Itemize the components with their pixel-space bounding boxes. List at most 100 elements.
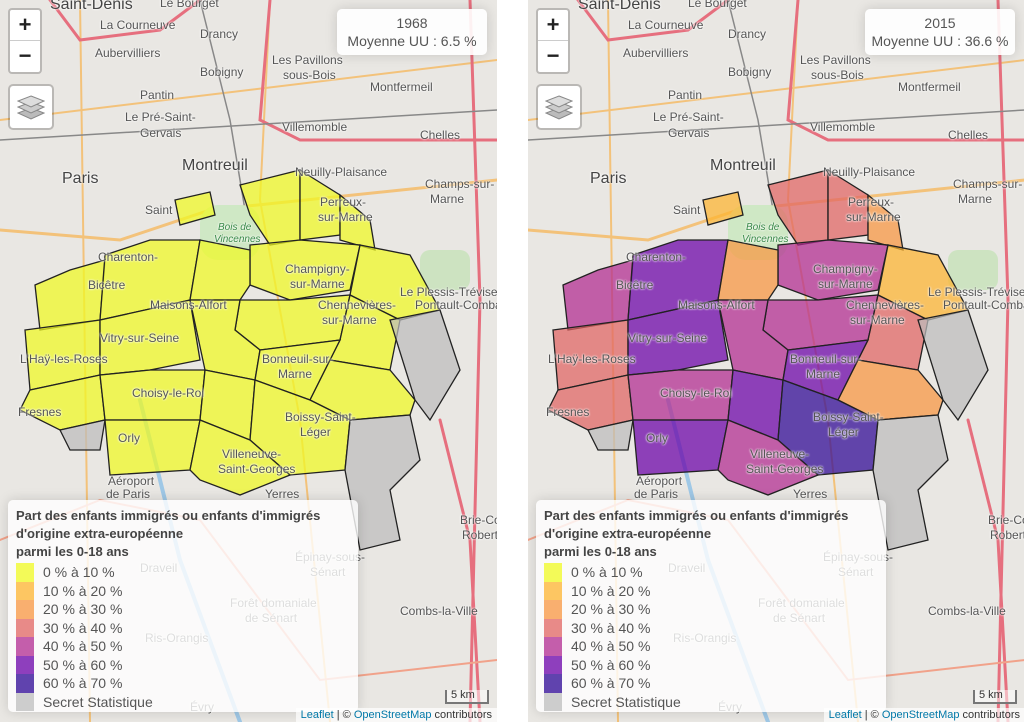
legend-title-line: d'origine extra-européenne [544,526,712,541]
zoom-in-button[interactable]: + [10,10,40,41]
place-label: Brie-Comte [988,513,1024,527]
place-label: Choisy-le-Roi [660,386,733,400]
osm-link[interactable]: OpenStreetMap [353,709,432,721]
year-label: 2015 [924,15,956,31]
legend-swatch [544,581,562,600]
place-label: Le Plessis-Trévise [928,285,1024,299]
place-label: Villeneuve- [222,447,282,461]
place-label: Chennevières- [318,298,397,312]
commune-polygon[interactable] [104,419,201,476]
legend-item: 50 % à 60 % [544,655,878,674]
leaflet-link[interactable]: Leaflet [300,709,334,721]
map-panel-2015[interactable]: La Courneuve Drancy Aubervilliers Les Pavil… [528,0,1024,722]
place-label: Bois de [746,222,780,233]
legend-item-label: 10 % à 20 % [571,582,651,599]
commune-polygon[interactable] [627,299,729,376]
commune-polygon[interactable] [189,419,292,496]
place-label: Saint-Denis [578,0,661,13]
place-label: Bonneuil-sur- [262,352,334,366]
legend-swatch [544,637,562,656]
place-label: Vincennes [742,234,789,245]
layers-button[interactable] [8,84,54,130]
commune-polygon[interactable] [717,419,820,496]
legend-title: Part des enfants immigrés ou enfants d'i… [544,507,878,561]
place-label: Pantin [140,88,175,102]
map-panel-1968[interactable]: La Courneuve Drancy Aubervilliers Les Pavil… [0,0,497,722]
place-label: Robert [990,528,1024,542]
legend-item-label: 0 % à 10 % [43,564,115,581]
place-label: sous-Bois [811,68,864,82]
commune-polygon[interactable] [99,299,201,376]
basemap [528,0,1024,722]
place-label: Saint [673,203,701,217]
place-label: Fresnes [18,405,62,419]
place-label: Bobigny [728,65,772,79]
legend-swatch [16,600,34,619]
place-label: Montfermeil [370,80,433,94]
legend-swatch [544,674,562,693]
place-label: Neuilly-Plaisance [823,165,916,179]
layers-icon [17,95,45,120]
place-label: Yerres [265,487,300,501]
commune-polygon[interactable] [702,191,744,226]
place-label: Neuilly-Plaisance [295,165,388,179]
commune-polygon[interactable] [34,259,106,331]
place-label: Pontault-Combault [943,298,1024,312]
legend-item-label: 40 % à 50 % [43,638,123,655]
place-label: La Courneuve [628,18,704,32]
layers-button[interactable] [536,84,582,130]
legend-swatch [544,618,562,637]
zoom-in-button[interactable]: + [538,10,568,41]
legend: Part des enfants immigrés ou enfants d'i… [536,500,886,712]
zoom-out-button[interactable]: − [18,43,32,68]
place-label: Brie-Comte [460,513,497,527]
zoom-out-button[interactable]: − [546,43,560,68]
zoom-control: + − [536,8,570,74]
place-label: Aubervilliers [623,46,689,60]
commune-secret[interactable] [389,309,461,422]
place-label: Perreux- [320,195,367,209]
legend-item: 10 % à 20 % [16,581,350,600]
place-label: Yerres [793,487,828,501]
commune-polygon[interactable] [189,239,251,301]
place-label: Le Bourget [160,0,219,10]
place-label: sur-Marne [850,313,905,327]
attribution: Leaflet | © OpenStreetMap contributors [295,708,497,722]
commune-polygon[interactable] [717,239,779,301]
commune-secret[interactable] [59,419,106,451]
legend-title: Part des enfants immigrés ou enfants d'i… [16,507,350,561]
legend-swatch [16,563,34,582]
place-label: Orly [646,431,668,445]
place-label: de Paris [634,487,679,501]
commune-secret[interactable] [587,419,634,451]
place-label: Chelles [420,128,461,142]
place-label: sur-Marne [318,210,373,224]
legend-item: 60 % à 70 % [544,674,878,693]
legend-item-label: 40 % à 50 % [571,638,651,655]
commune-polygon[interactable] [562,259,634,331]
commune-polygon[interactable] [632,419,729,476]
place-label: Vitry-sur-Seine [628,331,708,345]
place-label: Bois de [218,222,252,233]
place-label: Saint [145,203,173,217]
place-label: Boissy-Saint- [285,410,356,424]
place-label: Choisy-le-Roi [132,386,205,400]
place-label: Villemomble [282,120,348,134]
commune-polygon[interactable] [174,191,216,226]
commune-secret[interactable] [872,414,949,551]
place-label: sur-Marne [846,210,901,224]
legend-item-label: Secret Statistique [43,693,153,710]
commune-secret[interactable] [344,414,421,551]
place-label: Champs-sur- [425,177,495,191]
osm-link[interactable]: OpenStreetMap [881,709,960,721]
place-label: sur-Marne [818,277,873,291]
legend-item: 20 % à 30 % [16,600,350,619]
commune-secret[interactable] [917,309,989,422]
leaflet-link[interactable]: Leaflet [828,709,862,721]
place-label: Pontault-Combault [415,298,497,312]
place-label: Vitry-sur-Seine [100,331,180,345]
place-label: Marne [278,367,313,381]
attribution-sep: | © [333,709,354,721]
attribution: Leaflet | © OpenStreetMap contributors [823,708,1024,722]
place-label: Champigny- [285,262,350,276]
